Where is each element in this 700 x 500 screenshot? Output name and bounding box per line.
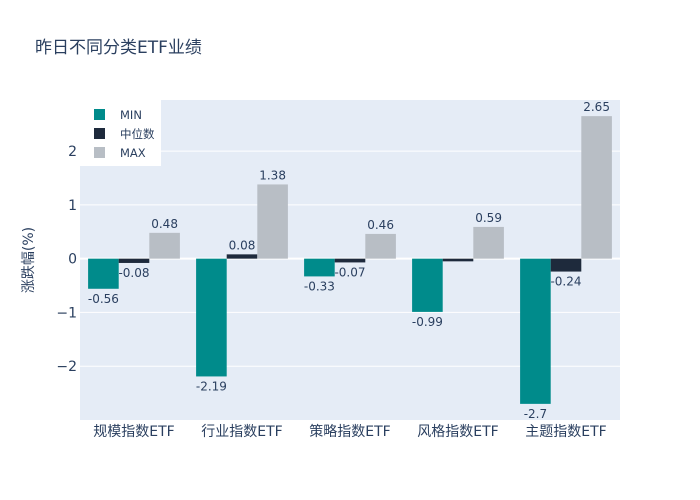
x-axis-ticks: 规模指数ETF 行业指数ETF 策略指数ETF 风格指数ETF 主题指数ETF xyxy=(93,423,606,440)
bar xyxy=(149,232,180,259)
chart-title: 昨日不同分类ETF业绩 xyxy=(35,38,202,58)
data-label: -2.19 xyxy=(196,379,227,393)
x-tick-label: 规模指数ETF xyxy=(93,424,174,440)
y-axis-label: 涨跌幅(%) xyxy=(21,227,37,293)
legend-box xyxy=(80,100,161,166)
x-tick-label: 策略指数ETF xyxy=(309,423,390,440)
legend: MIN 中位数 MAX xyxy=(80,100,161,166)
data-label: -0.08 xyxy=(118,266,149,280)
legend-label: 中位数 xyxy=(120,127,155,141)
bar xyxy=(304,258,335,277)
legend-label: MIN xyxy=(120,108,142,122)
y-axis-ticks: 2 1 0 −1 −2 xyxy=(56,144,77,375)
bar xyxy=(520,258,551,404)
bar xyxy=(412,258,443,312)
y-tick-label: 2 xyxy=(68,144,77,160)
data-label: 0.46 xyxy=(367,218,394,232)
y-tick-label: 1 xyxy=(68,198,77,214)
bar xyxy=(118,258,150,263)
bar xyxy=(581,116,612,259)
data-label: -0.33 xyxy=(304,279,335,293)
data-label: -2.7 xyxy=(524,407,547,421)
legend-swatch xyxy=(94,109,105,120)
y-tick-label: −2 xyxy=(56,359,77,375)
legend-swatch xyxy=(94,147,105,158)
y-tick-label: −1 xyxy=(56,305,77,321)
x-tick-label: 行业指数ETF xyxy=(201,424,282,440)
x-tick-label: 主题指数ETF xyxy=(525,424,606,440)
x-tick-label: 风格指数ETF xyxy=(417,424,498,440)
bar xyxy=(365,233,396,259)
data-label: -0.99 xyxy=(412,315,443,329)
bar xyxy=(257,184,288,259)
y-tick-label: 0 xyxy=(68,252,77,268)
bar xyxy=(88,258,119,289)
data-label: -0.56 xyxy=(88,292,119,306)
bar xyxy=(334,258,366,263)
data-label: 0.59 xyxy=(475,211,502,225)
legend-swatch xyxy=(94,128,105,139)
data-label: 0.08 xyxy=(229,238,256,252)
data-label: 1.38 xyxy=(259,168,286,182)
bar xyxy=(226,254,258,259)
bar xyxy=(473,226,504,259)
bar xyxy=(550,258,582,272)
data-label: -0.24 xyxy=(550,275,581,289)
bars xyxy=(88,116,612,404)
legend-label: MAX xyxy=(120,146,146,160)
data-label: -0.07 xyxy=(334,265,365,279)
data-labels: -0.56 -0.08 0.48 -2.19 0.08 1.38 -0.33-0.07 0.4… xyxy=(88,100,610,421)
data-label: 2.65 xyxy=(583,100,610,114)
data-label: 0.48 xyxy=(151,217,178,231)
bar xyxy=(442,258,474,262)
bar xyxy=(196,258,227,377)
